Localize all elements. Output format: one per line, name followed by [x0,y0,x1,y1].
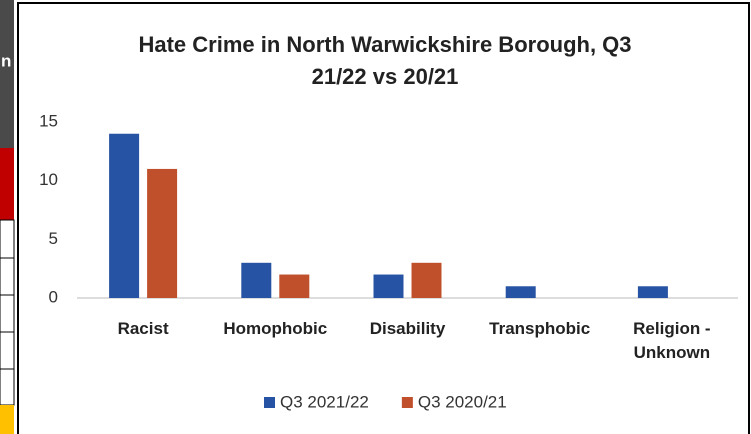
chart-border [17,2,750,434]
bar [241,262,272,298]
bar [279,274,310,298]
bar [147,168,178,298]
x-tick-label: Religion - Unknown [633,319,711,362]
legend-label: Q3 2020/21 [418,392,507,411]
x-tick-label: Disability [369,319,446,338]
side-cell [0,148,14,220]
bar [637,286,668,298]
x-tick-label: Homophobic [223,319,328,338]
legend-swatch [401,397,413,408]
legend-label: Q3 2021/22 [280,392,369,411]
y-tick-label: 0 [49,287,58,306]
y-tick-label: 5 [49,229,58,248]
bar [411,262,442,298]
y-tick-label: 15 [39,111,58,130]
side-cell [0,405,14,434]
side-cell [0,0,14,148]
legend-swatch [264,397,275,408]
chart-title: Hate Crime in North Warwickshire Borough… [138,32,631,57]
x-tick-label: Racist [117,319,169,338]
bar [373,274,404,298]
side-fragment: n [1,51,11,70]
x-tick-label: Transphobic [489,319,591,338]
y-tick-label: 10 [39,170,58,189]
bar [109,133,140,298]
bar [505,286,536,298]
side-cell [0,219,15,406]
chart-title: 21/22 vs 20/21 [312,64,459,89]
